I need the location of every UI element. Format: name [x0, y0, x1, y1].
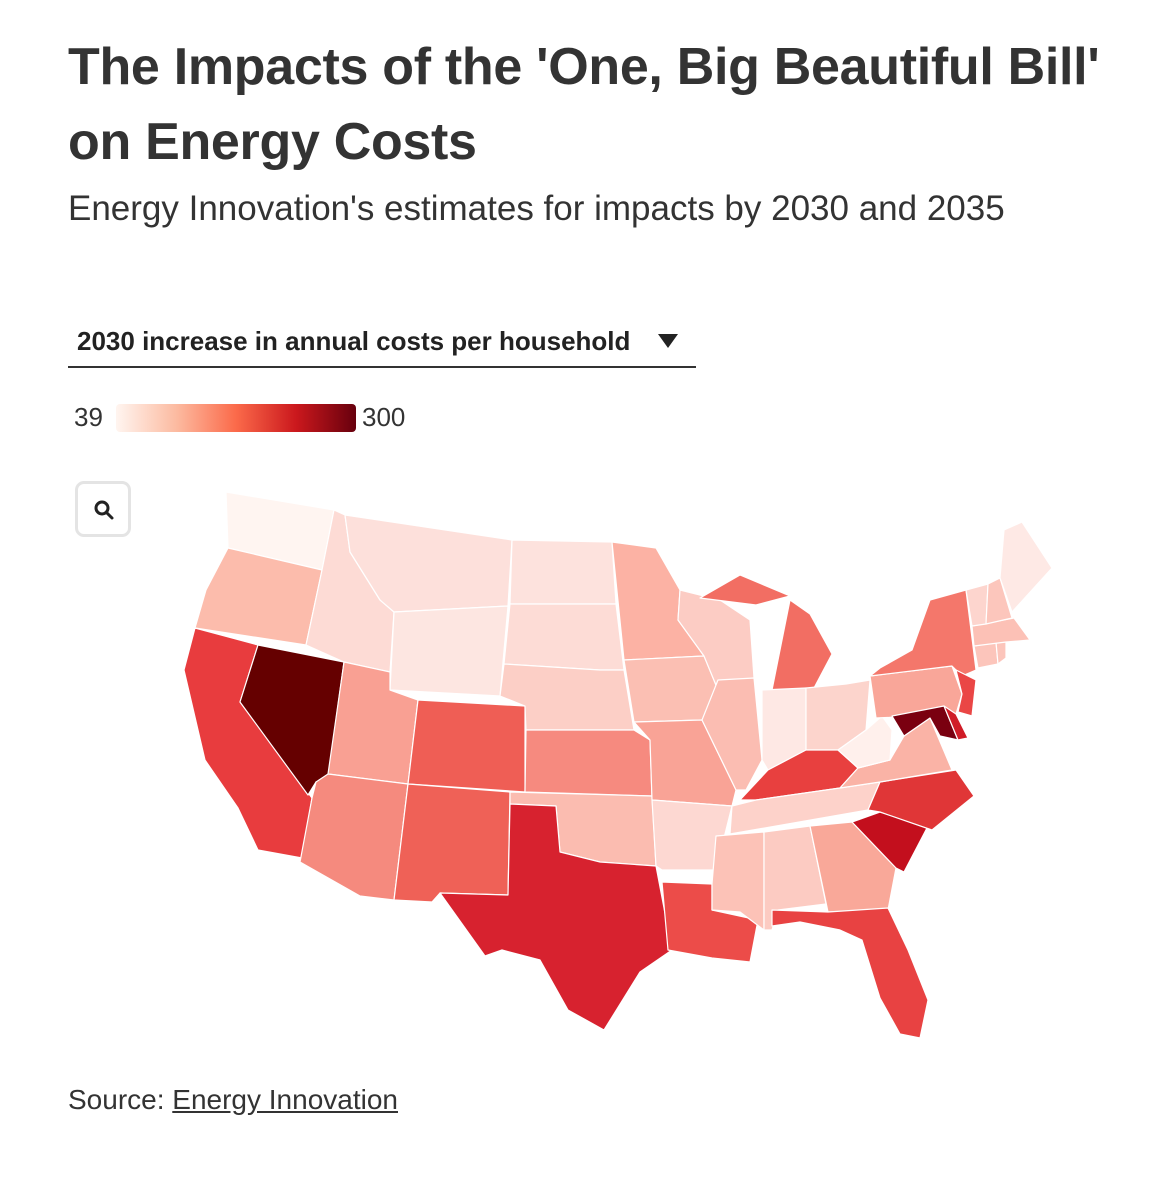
- state-me[interactable]: [999, 521, 1053, 613]
- state-fl[interactable]: [771, 907, 929, 1039]
- state-az[interactable]: [299, 773, 409, 901]
- metric-dropdown-label: 2030 increase in annual costs per househ…: [77, 326, 631, 356]
- state-va[interactable]: [839, 717, 953, 789]
- state-il[interactable]: [701, 677, 763, 791]
- state-sc[interactable]: [851, 811, 929, 873]
- state-de[interactable]: [943, 705, 969, 741]
- state-sd[interactable]: [503, 603, 625, 671]
- legend-max-label: 300: [362, 402, 406, 432]
- source-prefix: Source:: [68, 1084, 173, 1115]
- state-or[interactable]: [194, 547, 323, 646]
- legend-color-scale: [116, 404, 356, 432]
- state-ri[interactable]: [995, 641, 1007, 665]
- source-link[interactable]: Energy Innovation: [172, 1084, 398, 1115]
- state-nh[interactable]: [985, 577, 1013, 625]
- source-line: Source: Energy Innovation: [68, 1084, 398, 1116]
- state-nj[interactable]: [955, 669, 977, 717]
- us-choropleth-map: [183, 491, 1053, 1039]
- state-co[interactable]: [407, 699, 526, 793]
- chart-title: The Impacts of the 'One, Big Beautiful B…: [68, 38, 1100, 171]
- zoom-button[interactable]: [75, 481, 131, 537]
- metric-dropdown[interactable]: 2030 increase in annual costs per househ…: [68, 318, 696, 368]
- state-ny[interactable]: [869, 589, 977, 677]
- state-ga[interactable]: [809, 821, 897, 913]
- state-ks[interactable]: [524, 729, 653, 797]
- state-ar[interactable]: [651, 799, 733, 871]
- caret-down-icon: [658, 334, 678, 348]
- state-tx[interactable]: [439, 803, 673, 1031]
- state-ia[interactable]: [623, 655, 719, 723]
- state-wv[interactable]: [837, 715, 893, 769]
- state-nm[interactable]: [393, 783, 511, 903]
- search-icon: [94, 500, 114, 520]
- state-nd[interactable]: [509, 539, 617, 605]
- chart-subtitle: Energy Innovation's estimates for impact…: [68, 189, 1005, 228]
- legend-min-label: 39: [74, 402, 103, 432]
- state-wy[interactable]: [389, 605, 509, 697]
